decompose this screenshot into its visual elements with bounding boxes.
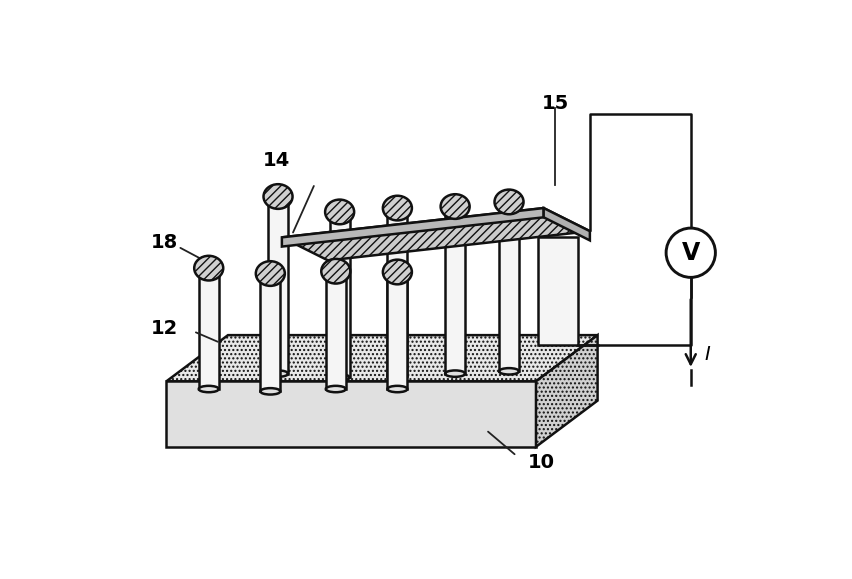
- Ellipse shape: [330, 374, 349, 380]
- Text: 10: 10: [528, 453, 556, 472]
- Polygon shape: [282, 208, 544, 247]
- Polygon shape: [166, 382, 536, 447]
- Ellipse shape: [325, 268, 346, 274]
- Text: 15: 15: [542, 94, 569, 113]
- Ellipse shape: [494, 189, 523, 214]
- Ellipse shape: [261, 270, 280, 277]
- Bar: [325, 271, 346, 389]
- Text: V: V: [682, 241, 699, 265]
- Bar: [538, 237, 579, 345]
- Bar: [330, 212, 349, 378]
- Polygon shape: [282, 208, 590, 261]
- Ellipse shape: [330, 208, 349, 215]
- Ellipse shape: [440, 194, 469, 219]
- Ellipse shape: [325, 200, 354, 224]
- Ellipse shape: [199, 386, 219, 392]
- Ellipse shape: [199, 265, 219, 272]
- Text: 14: 14: [262, 151, 290, 170]
- Circle shape: [666, 228, 716, 277]
- Ellipse shape: [321, 259, 350, 284]
- Polygon shape: [544, 208, 590, 240]
- Ellipse shape: [388, 386, 407, 392]
- Ellipse shape: [388, 373, 407, 379]
- Bar: [261, 273, 280, 391]
- Text: 18: 18: [151, 233, 178, 252]
- Polygon shape: [536, 335, 597, 447]
- Ellipse shape: [256, 261, 285, 286]
- Ellipse shape: [445, 371, 465, 377]
- Ellipse shape: [383, 196, 412, 221]
- Text: 12: 12: [151, 318, 178, 338]
- Ellipse shape: [499, 199, 519, 205]
- Ellipse shape: [499, 368, 519, 375]
- Ellipse shape: [263, 184, 292, 209]
- Ellipse shape: [445, 203, 465, 210]
- Polygon shape: [166, 335, 597, 382]
- Ellipse shape: [388, 205, 407, 211]
- Bar: [268, 196, 288, 373]
- Ellipse shape: [194, 256, 223, 280]
- Ellipse shape: [388, 269, 407, 275]
- Bar: [388, 208, 407, 376]
- Text: I: I: [705, 345, 711, 364]
- Bar: [499, 202, 519, 371]
- Bar: [388, 272, 407, 389]
- Bar: [445, 207, 465, 373]
- Ellipse shape: [268, 193, 288, 200]
- Ellipse shape: [268, 371, 288, 377]
- Ellipse shape: [261, 388, 280, 394]
- Ellipse shape: [383, 259, 412, 284]
- Bar: [199, 268, 219, 389]
- Ellipse shape: [325, 386, 346, 392]
